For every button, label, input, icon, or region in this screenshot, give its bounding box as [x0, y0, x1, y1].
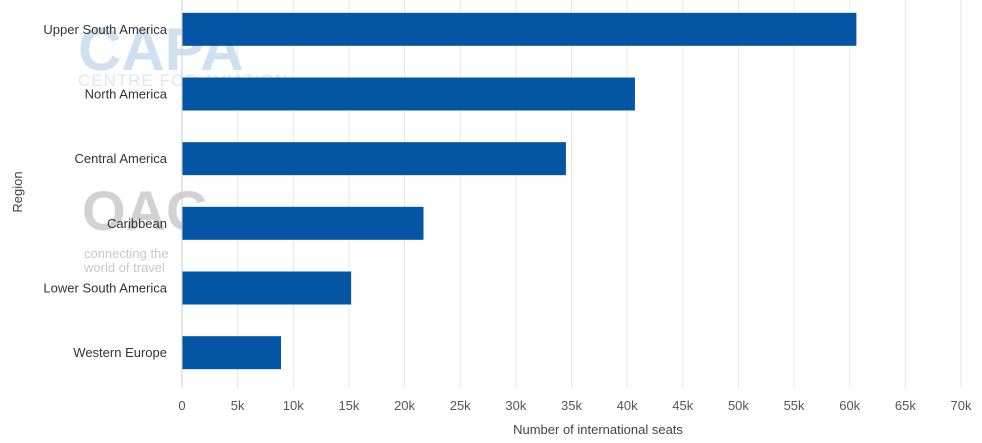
category-label: North America [85, 87, 168, 102]
x-tick-label: 15k [338, 398, 359, 413]
bar[interactable] [182, 12, 857, 46]
oag-tagline-line1: connecting the [84, 246, 169, 261]
x-tick-label: 10k [283, 398, 304, 413]
bar[interactable] [182, 77, 635, 111]
category-label: Western Europe [73, 345, 167, 360]
x-tick-label: 35k [561, 398, 582, 413]
bar[interactable] [182, 336, 282, 370]
bar[interactable] [182, 206, 424, 240]
x-tick-label: 30k [505, 398, 526, 413]
category-label: Central America [75, 151, 168, 166]
category-label: Upper South America [43, 22, 167, 37]
y-axis-title: Region [10, 171, 25, 212]
x-tick-labels: 0 5k 10k 15k 20k 25k 30k 35k 40k 45k 50k 55k 60k 65k 7… [178, 398, 972, 413]
x-tick-label: 60k [839, 398, 860, 413]
oag-tagline-line2: world of travel [83, 260, 165, 275]
category-labels: Upper South America North America Central … [43, 22, 167, 360]
x-tick-label: 45k [672, 398, 693, 413]
x-tick-label: 25k [450, 398, 471, 413]
x-tick-label: 40k [617, 398, 638, 413]
x-tick-label: 65k [895, 398, 916, 413]
bar-series [182, 12, 857, 370]
bar[interactable] [182, 271, 352, 305]
grid-lines [237, 0, 962, 388]
x-tick-label: 50k [728, 398, 749, 413]
x-tick-label: 55k [784, 398, 805, 413]
category-label: Lower South America [43, 281, 167, 296]
x-axis-title: Number of international seats [513, 422, 683, 437]
x-tick-label: 20k [394, 398, 415, 413]
x-tick-label: 5k [231, 398, 245, 413]
category-label: Caribbean [107, 216, 167, 231]
x-tick-label: 70k [951, 398, 972, 413]
bar[interactable] [182, 142, 566, 176]
x-tick-label: 0 [178, 398, 185, 413]
